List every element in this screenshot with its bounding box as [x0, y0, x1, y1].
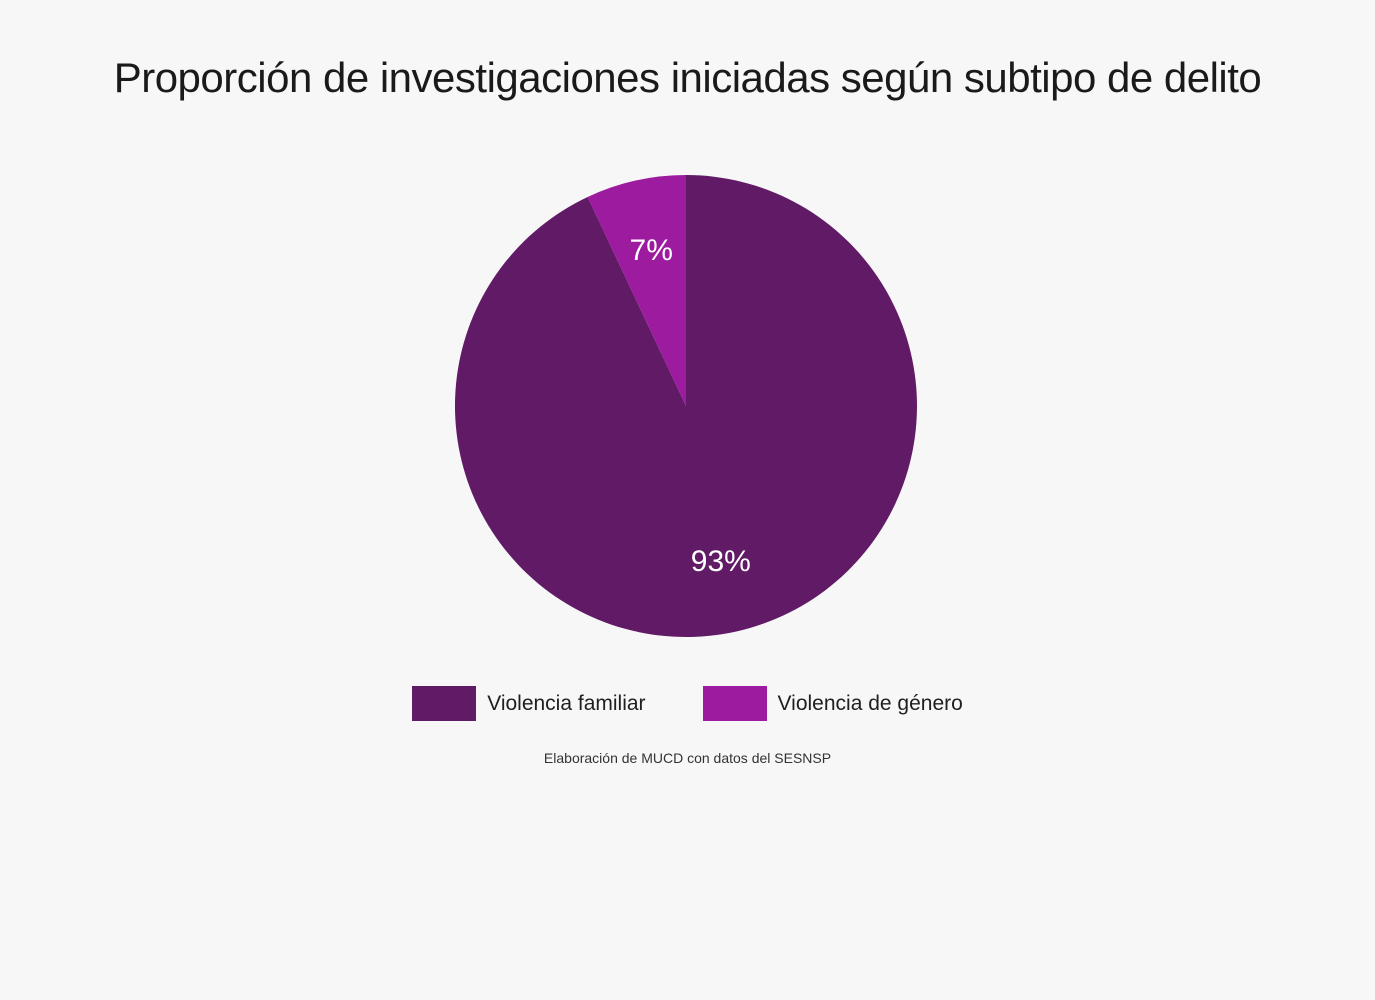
pie-slice-0 — [455, 175, 917, 637]
legend-swatch-violencia-de-genero — [702, 686, 767, 721]
chart-legend: Violencia familiar Violencia de género — [0, 686, 1375, 721]
pie-chart-area: 93% 7% — [455, 175, 917, 637]
pie-slice-1 — [587, 175, 686, 406]
pie-chart: 93% 7% — [455, 175, 917, 637]
chart-title: Proporción de investigaciones iniciadas … — [113, 54, 1262, 101]
legend-item-violencia-familiar: Violencia familiar — [412, 686, 646, 721]
legend-label-violencia-de-genero: Violencia de género — [777, 691, 963, 715]
source-note: Elaboración de MUCD con datos del SESNSP — [543, 750, 832, 766]
legend-swatch-violencia-familiar — [412, 686, 477, 721]
legend-label-violencia-familiar: Violencia familiar — [487, 691, 646, 715]
slice-label-1: 7% — [630, 234, 673, 267]
slice-label-0: 93% — [691, 545, 751, 578]
legend-item-violencia-de-genero: Violencia de género — [702, 686, 963, 721]
